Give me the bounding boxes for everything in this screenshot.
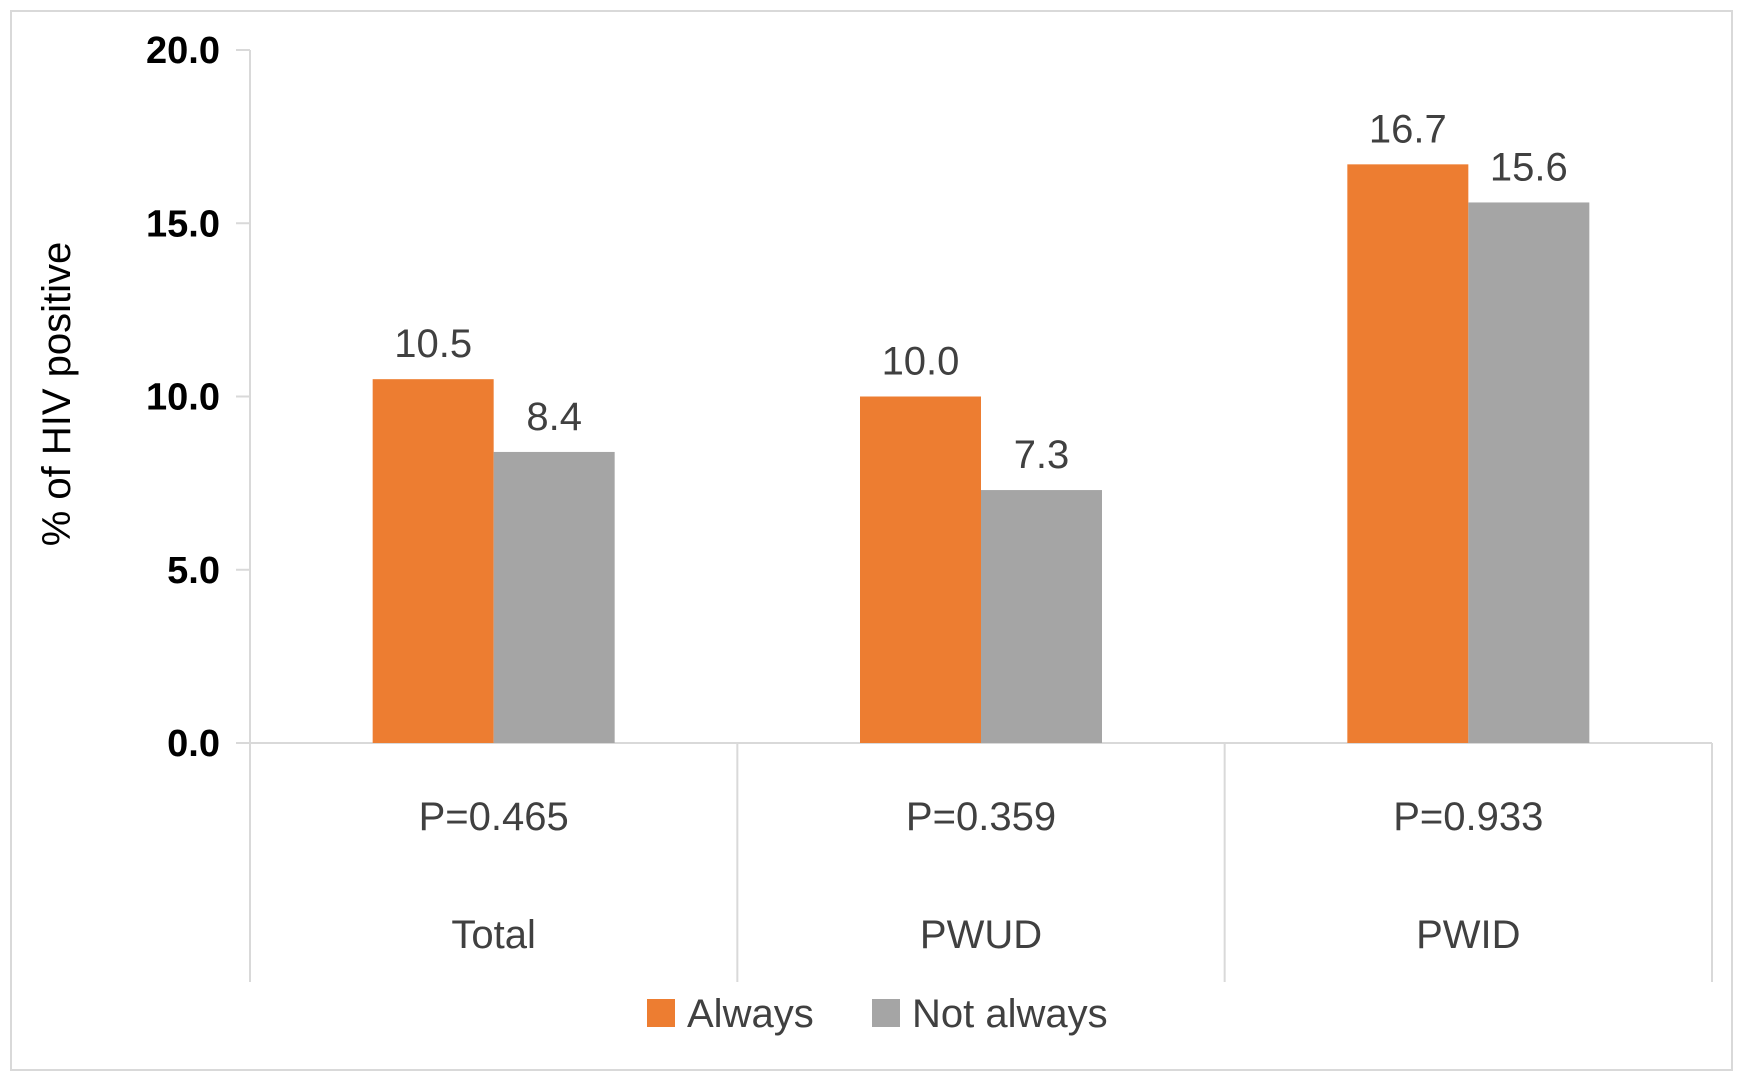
category-label: PWUD [920,913,1042,957]
bar-chart: 0.0 5.0 10.0 15.0 20.0 P=0.465 Total P=0.359 PW… [35,30,1713,1036]
bar-labels: 10.5 8.4 10.0 7.3 16.7 15.6 [394,107,1568,477]
y-tick-label: 0.0 [167,723,220,765]
legend-swatch [647,999,675,1027]
y-axis: 0.0 5.0 10.0 15.0 20.0 [146,30,251,765]
category-label: Total [451,913,536,957]
p-value-label: P=0.465 [419,795,569,839]
category-table: P=0.465 Total P=0.359 PWUD P=0.933 PWID [249,742,1713,982]
bar-value-label: 16.7 [1369,107,1447,151]
y-tick-label: 15.0 [146,203,220,245]
bar-value-label: 7.3 [1014,433,1070,477]
legend-label: Always [687,992,814,1036]
y-tick-label: 5.0 [167,550,220,592]
y-axis-title: % of HIV positive [35,242,79,547]
bar [372,379,494,743]
p-value-label: P=0.933 [1393,795,1543,839]
y-tick-label: 10.0 [146,377,220,419]
bar [493,451,615,743]
bar [1468,202,1590,743]
y-tick-label: 20.0 [146,30,220,72]
chart-frame: 0.0 5.0 10.0 15.0 20.0 P=0.465 Total P=0.359 PW… [10,10,1733,1071]
bars [372,164,1590,744]
category-label: PWID [1416,913,1520,957]
bar-value-label: 10.0 [882,340,960,384]
legend: Always Not always [647,992,1108,1036]
bar-value-label: 15.6 [1490,145,1568,189]
bar [1347,164,1469,744]
legend-label: Not always [912,992,1108,1036]
legend-swatch [872,999,900,1027]
bar [981,490,1102,743]
bar-value-label: 8.4 [526,395,582,439]
bar-value-label: 10.5 [394,322,472,366]
p-value-label: P=0.359 [906,795,1056,839]
bar [860,396,981,743]
